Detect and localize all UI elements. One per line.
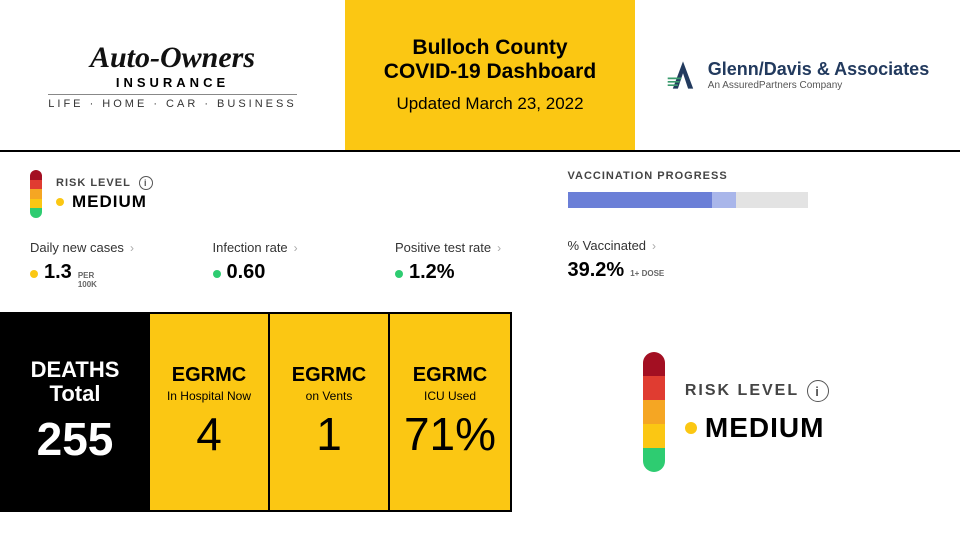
risk-dot — [56, 198, 64, 206]
metric-unit: PER 100K — [78, 271, 97, 289]
risk-label: RISK LEVEL — [685, 382, 799, 400]
metrics-row: Daily new cases› 1.3 PER 100K Infection … — [30, 240, 538, 289]
risk-level-small: RISK LEVEL i MEDIUM — [30, 170, 538, 218]
risk-value: MEDIUM — [72, 192, 147, 212]
sponsor-left-sub: INSURANCE — [116, 75, 229, 90]
metric-dot — [395, 270, 403, 278]
chevron-icon: › — [497, 241, 501, 255]
metric-daily-cases[interactable]: Daily new cases› 1.3 PER 100K — [30, 240, 173, 289]
chevron-icon: › — [130, 241, 134, 255]
risk-seg — [30, 170, 42, 180]
egrmc-group: EGRMC In Hospital Now 4 EGRMC on Vents 1… — [150, 312, 512, 512]
sponsor-right-icon — [666, 58, 700, 92]
risk-seg — [30, 180, 42, 190]
risk-seg — [30, 208, 42, 218]
title-line1: Bulloch County — [412, 36, 567, 60]
egrmc-icu: EGRMC ICU Used 71% — [390, 314, 510, 510]
metric-value: 1.2% — [409, 261, 455, 284]
risk-value: MEDIUM — [705, 412, 825, 444]
sponsor-left-name: Auto-Owners — [90, 41, 255, 75]
deaths-panel: DEATHS Total 255 — [0, 312, 150, 512]
metric-infection-rate[interactable]: Infection rate› 0.60 — [213, 240, 356, 289]
risk-label: RISK LEVEL — [56, 177, 131, 189]
header: Auto-Owners INSURANCE LIFE · HOME · CAR … — [0, 0, 960, 152]
title-block: Bulloch County COVID-19 Dashboard Update… — [345, 0, 635, 150]
vax-fill-primary — [568, 192, 712, 208]
updated-date: Updated March 23, 2022 — [396, 94, 583, 114]
metric-positive-rate[interactable]: Positive test rate› 1.2% — [395, 240, 538, 289]
metric-vaccinated[interactable]: % Vaccinated› 39.2% 1+ DOSE — [568, 238, 931, 282]
metric-value: 0.60 — [227, 261, 266, 284]
info-icon[interactable]: i — [139, 176, 153, 190]
risk-bar-icon — [643, 352, 665, 472]
egrmc-hospital: EGRMC In Hospital Now 4 — [150, 314, 270, 510]
chevron-icon: › — [294, 241, 298, 255]
risk-seg — [30, 199, 42, 209]
info-icon[interactable]: i — [807, 380, 829, 402]
vaccination-bar — [568, 192, 808, 208]
risk-bar-icon — [30, 170, 42, 218]
risk-dot — [685, 422, 697, 434]
sponsor-right-sub: An AssuredPartners Company — [708, 80, 929, 91]
deaths-label: DEATHS Total — [31, 358, 120, 406]
vax-fill-secondary — [712, 192, 736, 208]
title-line2: COVID-19 Dashboard — [384, 60, 596, 84]
sponsor-right-name: Glenn/Davis & Associates — [708, 59, 929, 80]
sponsor-left: Auto-Owners INSURANCE LIFE · HOME · CAR … — [0, 0, 345, 150]
metric-value: 39.2% — [568, 259, 625, 282]
sponsor-right: Glenn/Davis & Associates An AssuredPartn… — [635, 0, 960, 150]
metric-value: 1.3 — [44, 261, 72, 284]
vaccination-label: VACCINATION PROGRESS — [568, 170, 931, 182]
metric-dot — [213, 270, 221, 278]
risk-seg — [30, 189, 42, 199]
bottom-section: DEATHS Total 255 EGRMC In Hospital Now 4… — [0, 312, 960, 512]
sponsor-left-tag: LIFE · HOME · CAR · BUSINESS — [48, 94, 296, 110]
risk-level-large: RISK LEVEL i MEDIUM — [512, 312, 960, 512]
mid-section: RISK LEVEL i MEDIUM Daily new cases› 1.3… — [0, 152, 960, 312]
metric-dot — [30, 270, 38, 278]
deaths-value: 255 — [37, 412, 114, 466]
metric-unit: 1+ DOSE — [630, 269, 664, 278]
chevron-icon: › — [652, 239, 656, 253]
egrmc-vents: EGRMC on Vents 1 — [270, 314, 390, 510]
